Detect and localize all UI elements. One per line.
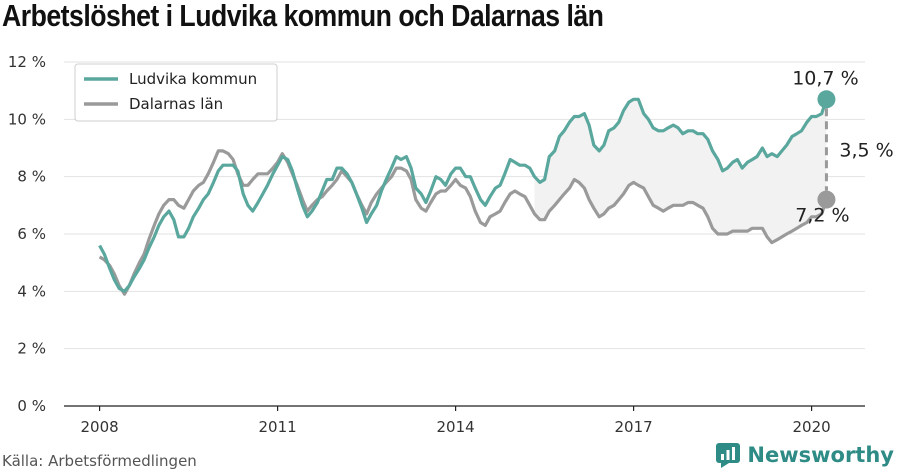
x-tick-label: 2017	[615, 418, 653, 436]
legend-box	[74, 63, 278, 122]
y-axis-ticks: 0 % 2 % 4 % 6 % 8 % 10 % 12 %	[8, 53, 46, 415]
y-tick-label: 2 %	[17, 340, 46, 358]
gap-band	[534, 99, 827, 243]
y-tick-label: 0 %	[17, 397, 46, 415]
brand-logo-group: Newsworthy	[715, 442, 894, 468]
series-line-dalarnas-lan	[98, 149, 828, 296]
legend-label: Dalarnas län	[129, 95, 223, 113]
source-note: Källa: Arbetsförmedlingen	[2, 452, 197, 470]
ludvika-end-point	[817, 90, 836, 109]
y-tick-label: 10 %	[8, 110, 46, 128]
dalarna-end-label: 7,2 %	[795, 205, 849, 227]
x-tick-label: 2014	[437, 418, 475, 436]
x-tick-label: 2008	[81, 418, 119, 436]
x-tick-label: 2020	[793, 418, 831, 436]
series-line-ludvika-kommun	[98, 97, 828, 293]
dalarna-end-point	[817, 190, 836, 209]
y-tick-label: 12 %	[8, 53, 46, 71]
legend-label: Ludvika kommun	[129, 70, 257, 88]
y-tick-label: 8 %	[17, 168, 46, 186]
x-tick-label: 2011	[259, 418, 297, 436]
y-tick-label: 4 %	[17, 282, 46, 300]
x-axis-ticks: 2008 2011 2014 2017 2020	[81, 406, 831, 436]
ludvika-end-label: 10,7 %	[792, 67, 858, 89]
y-tick-label: 6 %	[17, 225, 46, 243]
newsworthy-logo-icon	[716, 443, 741, 468]
end-annotations: 10,7 % 7,2 % 3,5 %	[792, 67, 894, 226]
brand-name: Newsworthy	[747, 443, 894, 467]
page-title: Arbetslöshet i Ludvika kommun och Dalarn…	[2, 0, 604, 33]
legend: Ludvika kommun Dalarnas län	[74, 63, 278, 122]
gap-label: 3,5 %	[839, 139, 893, 161]
